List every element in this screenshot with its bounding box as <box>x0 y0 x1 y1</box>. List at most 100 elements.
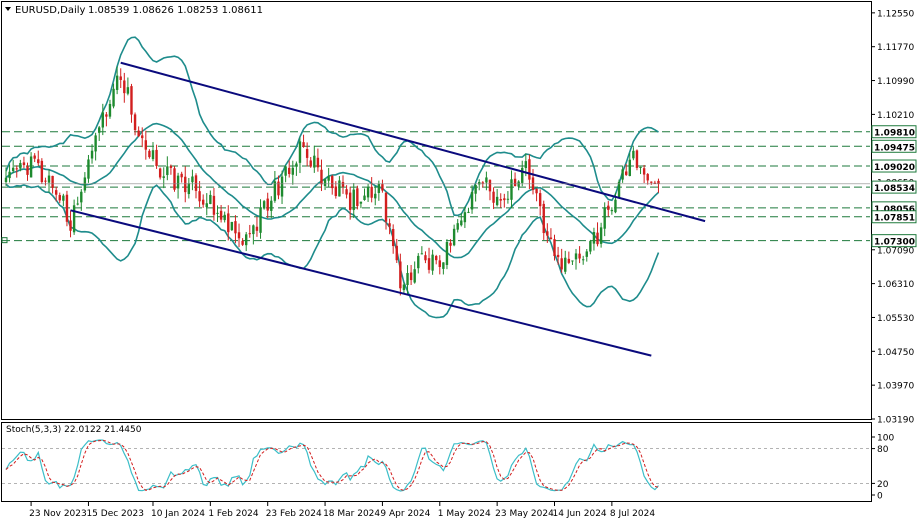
channel-line-lower <box>70 209 652 357</box>
level-tag-label: 1.08534 <box>874 184 915 194</box>
candle-body <box>173 168 176 190</box>
level-tag-label: 1.07300 <box>874 238 915 248</box>
candle-body <box>506 198 510 200</box>
candle-body <box>209 194 212 205</box>
candle-body <box>137 130 140 137</box>
price-tick-label: 1.10210 <box>877 111 914 121</box>
candle-body <box>284 166 287 176</box>
candle-body <box>395 245 398 261</box>
candle-body <box>456 223 459 230</box>
candle-body <box>646 174 649 181</box>
candle-body <box>33 155 36 159</box>
candle-body <box>47 175 51 183</box>
channel-line-upper <box>120 61 706 223</box>
candle-body <box>327 176 330 181</box>
stoch-pane-frame <box>1 422 872 502</box>
candle-body <box>352 189 355 211</box>
candle-body <box>302 142 305 147</box>
candle-body <box>438 260 441 268</box>
candle-body <box>617 181 621 199</box>
candle-body <box>546 231 549 236</box>
candle-body <box>191 176 194 183</box>
candle-body <box>592 231 596 244</box>
candle-body <box>259 208 262 233</box>
band-lower <box>5 183 660 319</box>
level-tag-label: 1.09475 <box>874 143 915 153</box>
candle-body <box>363 195 366 200</box>
candle-body <box>524 161 528 169</box>
level-tag-box <box>871 159 917 173</box>
candle-body <box>359 201 363 204</box>
price-tick-label: 1.12550 <box>877 9 914 19</box>
candle-body <box>80 191 83 203</box>
candle-body <box>424 255 427 261</box>
candle-body <box>248 233 251 235</box>
candle-body <box>449 242 452 246</box>
candle-body <box>262 201 266 209</box>
price-channel[interactable] <box>70 61 706 357</box>
candle-body <box>596 232 599 245</box>
candle-body <box>470 192 474 210</box>
time-tick-label: 1 May 2024 <box>438 509 491 519</box>
candle-body <box>578 253 581 259</box>
candle-body <box>8 171 11 179</box>
candle-body <box>607 205 610 210</box>
candle-body <box>273 181 277 201</box>
level-tag-label: 1.09810 <box>874 129 915 139</box>
candle-body <box>485 177 488 183</box>
candle-body <box>54 190 58 195</box>
candle-body <box>313 155 316 168</box>
price-tick-label: 1.07090 <box>877 246 914 256</box>
candle-body <box>65 194 69 222</box>
candle-body <box>564 257 567 272</box>
candle-body <box>155 149 158 167</box>
candle-body <box>366 187 370 198</box>
candle-body <box>492 191 495 203</box>
candle-body <box>589 241 592 252</box>
level-tag-box <box>871 125 917 139</box>
candle-body <box>69 220 72 231</box>
time-axis: 23 Nov 2023 15 Dec 2023 10 Jan 2024 1 Feb 2… <box>29 502 655 519</box>
price-tick-label: 1.05530 <box>877 314 914 324</box>
candle-body <box>158 168 162 178</box>
candle-body <box>184 176 187 193</box>
candle-body <box>205 203 208 208</box>
candle-body <box>241 240 244 245</box>
level-tag-label: 1.08056 <box>874 205 915 215</box>
candle-body <box>237 232 241 239</box>
candle-body <box>427 258 431 270</box>
candle-body <box>270 200 273 211</box>
candle-body <box>452 228 456 246</box>
candle-body <box>291 167 294 175</box>
candle-body <box>338 180 341 197</box>
candle-body <box>112 88 115 107</box>
stoch-label: Stoch(5,3,3) 22.0122 21.4450 <box>6 425 142 435</box>
candle-body <box>4 177 8 183</box>
candle-body <box>169 166 173 168</box>
candle-body <box>212 195 216 215</box>
candle-body <box>141 135 144 139</box>
candle-body <box>409 272 413 281</box>
candle-body <box>538 193 542 207</box>
candle-body <box>255 226 259 231</box>
candle-body <box>560 258 563 270</box>
candle-body <box>15 168 18 170</box>
candle-body <box>223 214 226 221</box>
candle-body <box>130 86 133 115</box>
triangle-down-icon[interactable] <box>5 7 11 11</box>
candle-body <box>370 186 373 198</box>
level-tag-box <box>871 180 917 194</box>
candle-body <box>198 191 201 202</box>
stoch-tick-label: 20 <box>877 480 889 490</box>
candle-body <box>252 225 255 235</box>
candle-body <box>417 255 420 269</box>
candle-body <box>399 261 402 289</box>
candle-body <box>621 169 624 180</box>
candle-body <box>442 262 445 269</box>
candle-body <box>463 212 467 223</box>
candle-body <box>151 150 155 160</box>
price-pane-frame <box>1 1 872 420</box>
